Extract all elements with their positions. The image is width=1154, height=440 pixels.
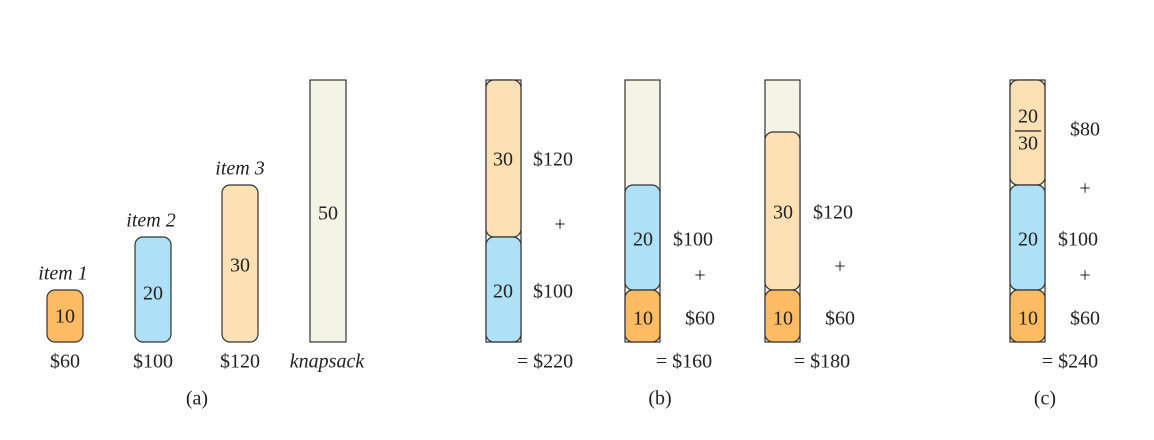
item-price: $60: [825, 308, 855, 330]
knapsack-label: knapsack: [290, 351, 366, 373]
item-price: $120: [220, 351, 260, 373]
item-name: item 3: [215, 158, 264, 180]
caption: (a): [186, 388, 208, 410]
plus: +: [694, 265, 705, 287]
total: = $240: [1042, 351, 1098, 373]
plus: +: [554, 214, 565, 236]
panel-a: item 1 item 2 item 3 10 20 30 50 $60 $10…: [38, 79, 366, 410]
plus: +: [834, 256, 845, 278]
item-box: [134, 236, 172, 343]
item-weight: 10: [55, 306, 75, 328]
item-price: $120: [533, 149, 573, 171]
item-box: [624, 289, 661, 343]
item-box: [221, 184, 259, 343]
item-box: [1009, 289, 1046, 343]
total: = $180: [794, 351, 850, 373]
item-weight: 10: [773, 308, 793, 330]
item-price: $60: [685, 308, 715, 330]
item-weight: 30: [493, 149, 513, 171]
panel-c: 20 30 $80 + 20 $100 + 10 $60 = $240 (c): [1009, 79, 1100, 410]
item-price: $100: [133, 351, 173, 373]
item-weight: 10: [1018, 308, 1038, 330]
item-price: $80: [1070, 119, 1100, 141]
item-weight: 10: [633, 308, 653, 330]
plus: +: [1079, 265, 1090, 287]
item-price: $60: [50, 351, 80, 373]
item-weight: 20: [633, 229, 653, 251]
item-name: item 1: [38, 263, 87, 285]
item-weight: 30: [773, 202, 793, 224]
item-box: [485, 236, 522, 343]
total: = $160: [656, 351, 712, 373]
fraction-numerator: 20: [1018, 106, 1038, 128]
item-price: $120: [813, 202, 853, 224]
knapsack-box: [309, 79, 347, 343]
item-price: $60: [1070, 308, 1100, 330]
item-weight: 20: [143, 283, 163, 305]
panel-b: 30 $120 + 20 $100 = $220 20 $100 + 10 $6…: [485, 79, 855, 410]
item-weight: 20: [493, 281, 513, 303]
item-weight: 20: [1018, 229, 1038, 251]
item-box: [764, 289, 801, 343]
item-weight: 30: [230, 255, 250, 277]
plus: +: [1079, 178, 1090, 200]
item-price: $100: [1058, 229, 1098, 251]
caption: (b): [648, 388, 671, 410]
item-box: [46, 289, 84, 343]
item-price: $100: [533, 281, 573, 303]
item-name: item 2: [126, 210, 175, 232]
fraction-denominator: 30: [1018, 133, 1038, 155]
total: = $220: [517, 351, 573, 373]
knapsack-capacity: 50: [318, 203, 338, 225]
item-price: $100: [673, 229, 713, 251]
caption: (c): [1034, 388, 1056, 410]
